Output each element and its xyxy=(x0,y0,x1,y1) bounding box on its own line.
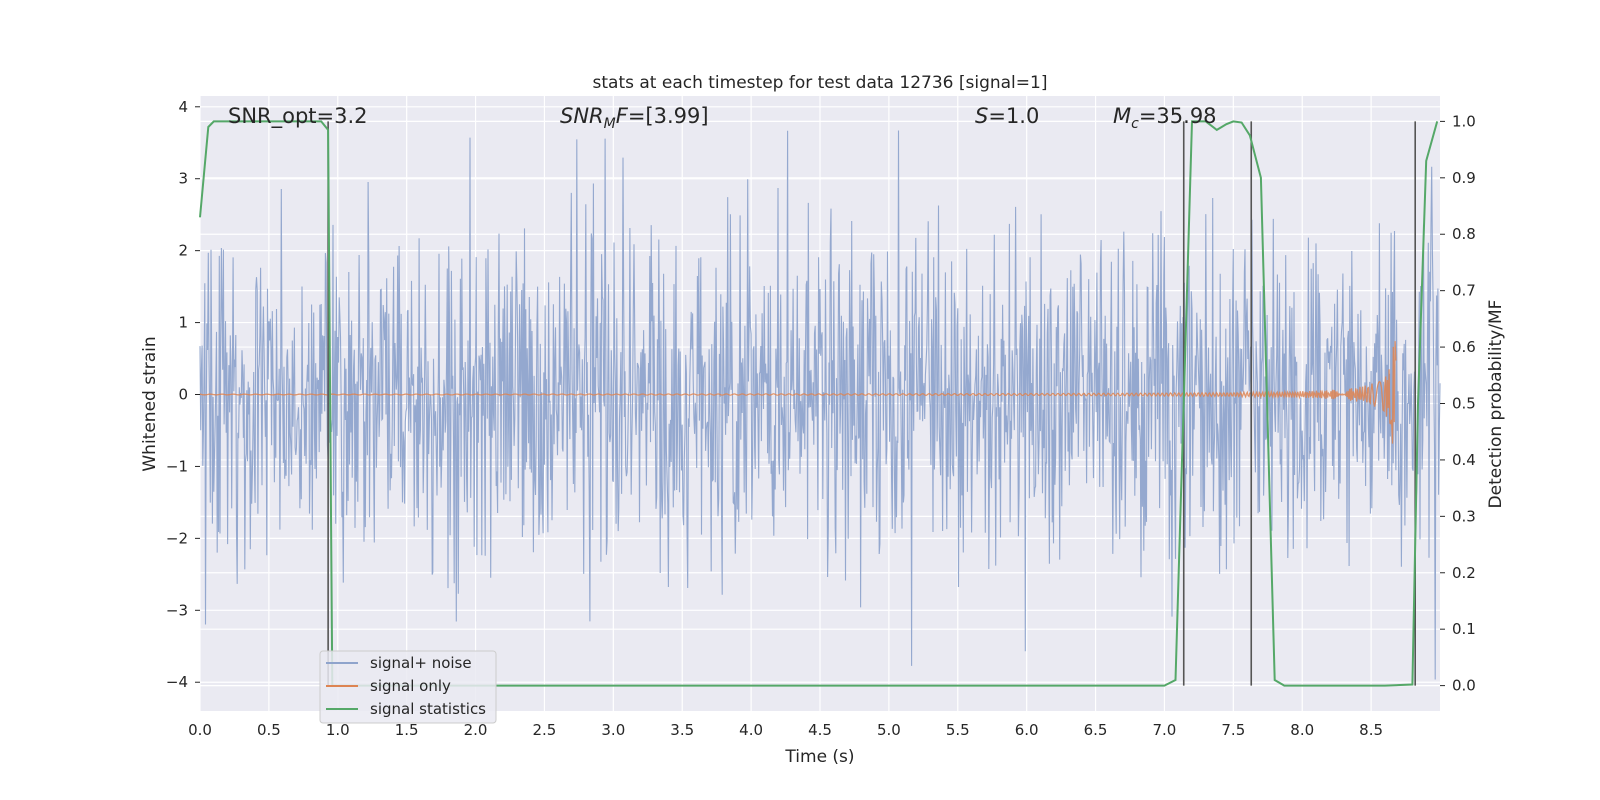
x-axis-ticks: 0.0 0.5 1.0 1.5 2.0 2.5 3.0 3.5 4.0 4.5 5.0 5.5 6.0 6… xyxy=(188,721,1383,739)
y-tick-label: −3 xyxy=(166,601,188,619)
y2-tick-label: 0.3 xyxy=(1452,507,1476,525)
x-tick-label: 5.5 xyxy=(946,721,970,739)
y2-tick-label: 0.7 xyxy=(1452,282,1476,300)
x-tick-label: 2.0 xyxy=(464,721,488,739)
x-tick-label: 3.5 xyxy=(670,721,694,739)
y2-tick-label: 0.1 xyxy=(1452,620,1476,638)
x-tick-label: 8.5 xyxy=(1359,721,1383,739)
y2-tick-label: 0.0 xyxy=(1452,677,1476,695)
y2-tick-label: 0.6 xyxy=(1452,338,1476,356)
signal-plus-noise-line xyxy=(199,130,1441,680)
y2-axis-label: Detection probability/MF xyxy=(1486,300,1506,509)
x-tick-label: 0.0 xyxy=(188,721,212,739)
y-tick-label: 0 xyxy=(178,386,188,404)
y-tick-label: −2 xyxy=(166,529,188,547)
x-tick-label: 7.0 xyxy=(1153,721,1177,739)
x-tick-label: 4.0 xyxy=(739,721,763,739)
x-tick-label: 6.5 xyxy=(1084,721,1108,739)
y-tick-label: 1 xyxy=(178,314,188,332)
annotation-s: S=1.0 xyxy=(975,104,1039,128)
legend-label-signal-statistics: signal statistics xyxy=(370,700,486,718)
y-tick-label: 2 xyxy=(178,242,188,260)
y-axis-label: Whitened strain xyxy=(140,336,160,471)
x-tick-label: 8.0 xyxy=(1290,721,1314,739)
x-tick-label: 1.5 xyxy=(395,721,419,739)
y2-tick-label: 0.9 xyxy=(1452,169,1476,187)
y-tick-label: 4 xyxy=(178,98,188,116)
y2-axis-ticks: 1.0 0.9 0.8 0.7 0.6 0.5 0.4 0.3 0.2 0.1 0.0 xyxy=(1440,112,1476,695)
y-axis-ticks: 4 3 2 1 0 −1 −2 −3 −4 xyxy=(166,98,200,691)
series-signal-plus-noise xyxy=(199,130,1441,680)
signal-only-line xyxy=(199,341,1397,444)
y2-tick-label: 0.8 xyxy=(1452,225,1476,243)
legend-label-signal-plus-noise: signal+ noise xyxy=(370,654,472,672)
y2-tick-label: 0.5 xyxy=(1452,395,1476,413)
y-tick-label: 3 xyxy=(178,170,188,188)
legend-label-signal-only: signal only xyxy=(370,677,451,695)
x-axis-label: Time (s) xyxy=(784,747,854,767)
x-tick-label: 3.0 xyxy=(601,721,625,739)
series-signal-statistics xyxy=(199,120,1439,687)
x-tick-label: 6.0 xyxy=(1015,721,1039,739)
series-signal-only xyxy=(199,341,1397,444)
y2-tick-label: 0.4 xyxy=(1452,451,1476,469)
annotation-snr-opt: SNR_opt=3.2 xyxy=(228,104,368,129)
chart-title: stats at each timestep for test data 127… xyxy=(593,73,1048,93)
y-tick-label: −1 xyxy=(166,457,188,475)
annotation-snr-mf: SNRMF=[3.99] xyxy=(560,104,709,132)
x-tick-label: 7.5 xyxy=(1221,721,1245,739)
y-tick-label: −4 xyxy=(166,673,188,691)
legend: signal+ noise signal only signal statist… xyxy=(319,650,497,724)
x-tick-label: 5.0 xyxy=(877,721,901,739)
y2-tick-label: 1.0 xyxy=(1452,112,1476,130)
x-tick-label: 2.5 xyxy=(533,721,557,739)
legend-box xyxy=(319,650,497,724)
annotation-mc: Mc=35.98 xyxy=(1113,104,1217,132)
y2-tick-label: 0.2 xyxy=(1452,564,1476,582)
x-tick-label: 0.5 xyxy=(257,721,281,739)
x-tick-label: 1.0 xyxy=(326,721,350,739)
x-tick-label: 4.5 xyxy=(808,721,832,739)
signal-statistics-line xyxy=(199,120,1439,687)
